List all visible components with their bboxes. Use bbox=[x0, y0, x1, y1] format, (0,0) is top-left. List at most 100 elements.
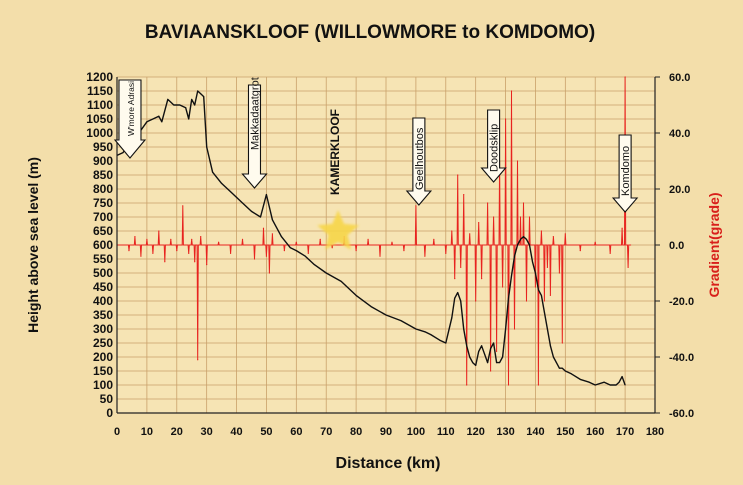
gradient-point bbox=[191, 238, 193, 240]
y-tick-label-left: 100 bbox=[93, 378, 113, 392]
elevation-point bbox=[295, 250, 297, 252]
elevation-point bbox=[534, 272, 536, 274]
y-tick-label-left: 850 bbox=[93, 168, 113, 182]
gradient-point bbox=[594, 241, 596, 243]
gradient-point bbox=[415, 205, 417, 207]
gradient-point bbox=[152, 252, 154, 254]
gradient-point bbox=[367, 238, 369, 240]
elevation-point bbox=[487, 362, 489, 364]
y-tick-label-left: 1200 bbox=[86, 70, 113, 84]
gradient-point bbox=[493, 216, 495, 218]
y-axis-label-right: Gradient(grade) bbox=[706, 192, 722, 297]
elevation-point bbox=[478, 350, 480, 352]
elevation-point bbox=[514, 255, 516, 257]
elevation-point bbox=[481, 345, 483, 347]
annotation-label: Makkadaatgrot bbox=[249, 77, 261, 150]
gradient-point bbox=[540, 230, 543, 232]
y-tick-label-left: 300 bbox=[93, 322, 113, 336]
gradient-point bbox=[170, 238, 172, 240]
elevation-point bbox=[251, 210, 252, 212]
elevation-point bbox=[221, 182, 223, 184]
elevation-point bbox=[457, 292, 459, 294]
y-tick-label-left: 50 bbox=[100, 392, 114, 406]
elevation-point bbox=[609, 384, 611, 386]
chart-title: BAVIAANSKLOOF (WILLOWMORE to KOMDOMO) bbox=[145, 22, 595, 43]
gradient-point bbox=[487, 202, 489, 204]
elevation-point bbox=[167, 98, 169, 100]
elevation-point bbox=[564, 370, 566, 372]
gradient-point bbox=[549, 294, 551, 296]
gradient-point bbox=[218, 241, 220, 243]
gradient-point bbox=[543, 300, 546, 302]
gradient-point bbox=[331, 247, 333, 249]
gradient-point bbox=[552, 236, 554, 238]
gradient-point bbox=[466, 384, 468, 386]
elevation-point bbox=[508, 297, 510, 299]
elevation-point bbox=[206, 146, 208, 148]
gradient-point bbox=[504, 118, 507, 120]
x-tick-label: 130 bbox=[496, 426, 514, 438]
gradient-point bbox=[478, 222, 480, 224]
elevation-point bbox=[505, 328, 507, 330]
gradient-point bbox=[510, 90, 513, 92]
elevation-point bbox=[400, 320, 402, 322]
y-tick-label-left: 350 bbox=[93, 308, 113, 322]
elevation-point bbox=[525, 238, 527, 240]
elevation-point bbox=[230, 191, 232, 193]
gradient-point bbox=[627, 266, 629, 268]
y-tick-label-left: 1050 bbox=[86, 112, 113, 126]
elevation-point bbox=[603, 381, 605, 383]
gradient-point bbox=[475, 300, 477, 302]
annotation-label: Geelhoutbos bbox=[414, 127, 426, 190]
elevation-point bbox=[511, 275, 513, 277]
y-tick-label-left: 800 bbox=[93, 182, 113, 196]
gradient-point bbox=[197, 359, 199, 361]
annotation-label: Doodsklip bbox=[489, 124, 501, 172]
gradient-point bbox=[146, 238, 148, 240]
gradient-point bbox=[501, 286, 504, 288]
elevation-point bbox=[265, 194, 267, 196]
elevation-point bbox=[325, 272, 327, 274]
x-tick-label: 40 bbox=[230, 426, 242, 438]
x-tick-label: 50 bbox=[260, 426, 272, 438]
gradient-point bbox=[546, 266, 549, 268]
y-tick-label-left: 0 bbox=[106, 406, 113, 420]
gradient-point bbox=[457, 174, 459, 176]
location-arrow bbox=[113, 79, 147, 159]
gradient-point bbox=[229, 252, 232, 254]
annotation-label: W'more Adrasi bbox=[126, 81, 136, 136]
elevation-point bbox=[537, 289, 539, 291]
elevation-point bbox=[475, 364, 477, 366]
gradient-point bbox=[469, 233, 471, 235]
elevation-point bbox=[370, 306, 372, 308]
elevation-point bbox=[484, 353, 486, 355]
gradient-point bbox=[561, 342, 563, 344]
elevation-point bbox=[439, 339, 441, 341]
elevation-point bbox=[472, 362, 474, 364]
x-tick-label: 20 bbox=[171, 426, 183, 438]
elevation-point bbox=[146, 121, 148, 123]
gradient-point bbox=[495, 350, 498, 352]
elevation-point bbox=[445, 342, 447, 344]
gradient-point bbox=[134, 236, 136, 238]
x-tick-label: 30 bbox=[201, 426, 213, 438]
gradient-point bbox=[271, 233, 274, 235]
gradient-point bbox=[522, 202, 525, 204]
gradient-point bbox=[268, 272, 271, 274]
elevation-point bbox=[185, 107, 187, 109]
gradient-point bbox=[624, 76, 626, 78]
elevation-point bbox=[424, 331, 426, 333]
y-tick-label-left: 600 bbox=[93, 238, 113, 252]
elevation-point bbox=[304, 255, 306, 257]
gradient-point bbox=[579, 250, 581, 252]
gradient-point bbox=[558, 272, 560, 274]
location-arrow bbox=[405, 117, 433, 206]
elevation-point bbox=[460, 300, 462, 302]
x-tick-label: 60 bbox=[290, 426, 302, 438]
y-tick-label-right: 0.0 bbox=[669, 240, 684, 252]
gradient-point bbox=[534, 286, 537, 288]
y-tick-label-right: 60.0 bbox=[669, 72, 690, 84]
y-tick-label-left: 1150 bbox=[87, 84, 113, 98]
gradient-point bbox=[564, 233, 566, 235]
x-tick-label: 140 bbox=[526, 426, 544, 438]
